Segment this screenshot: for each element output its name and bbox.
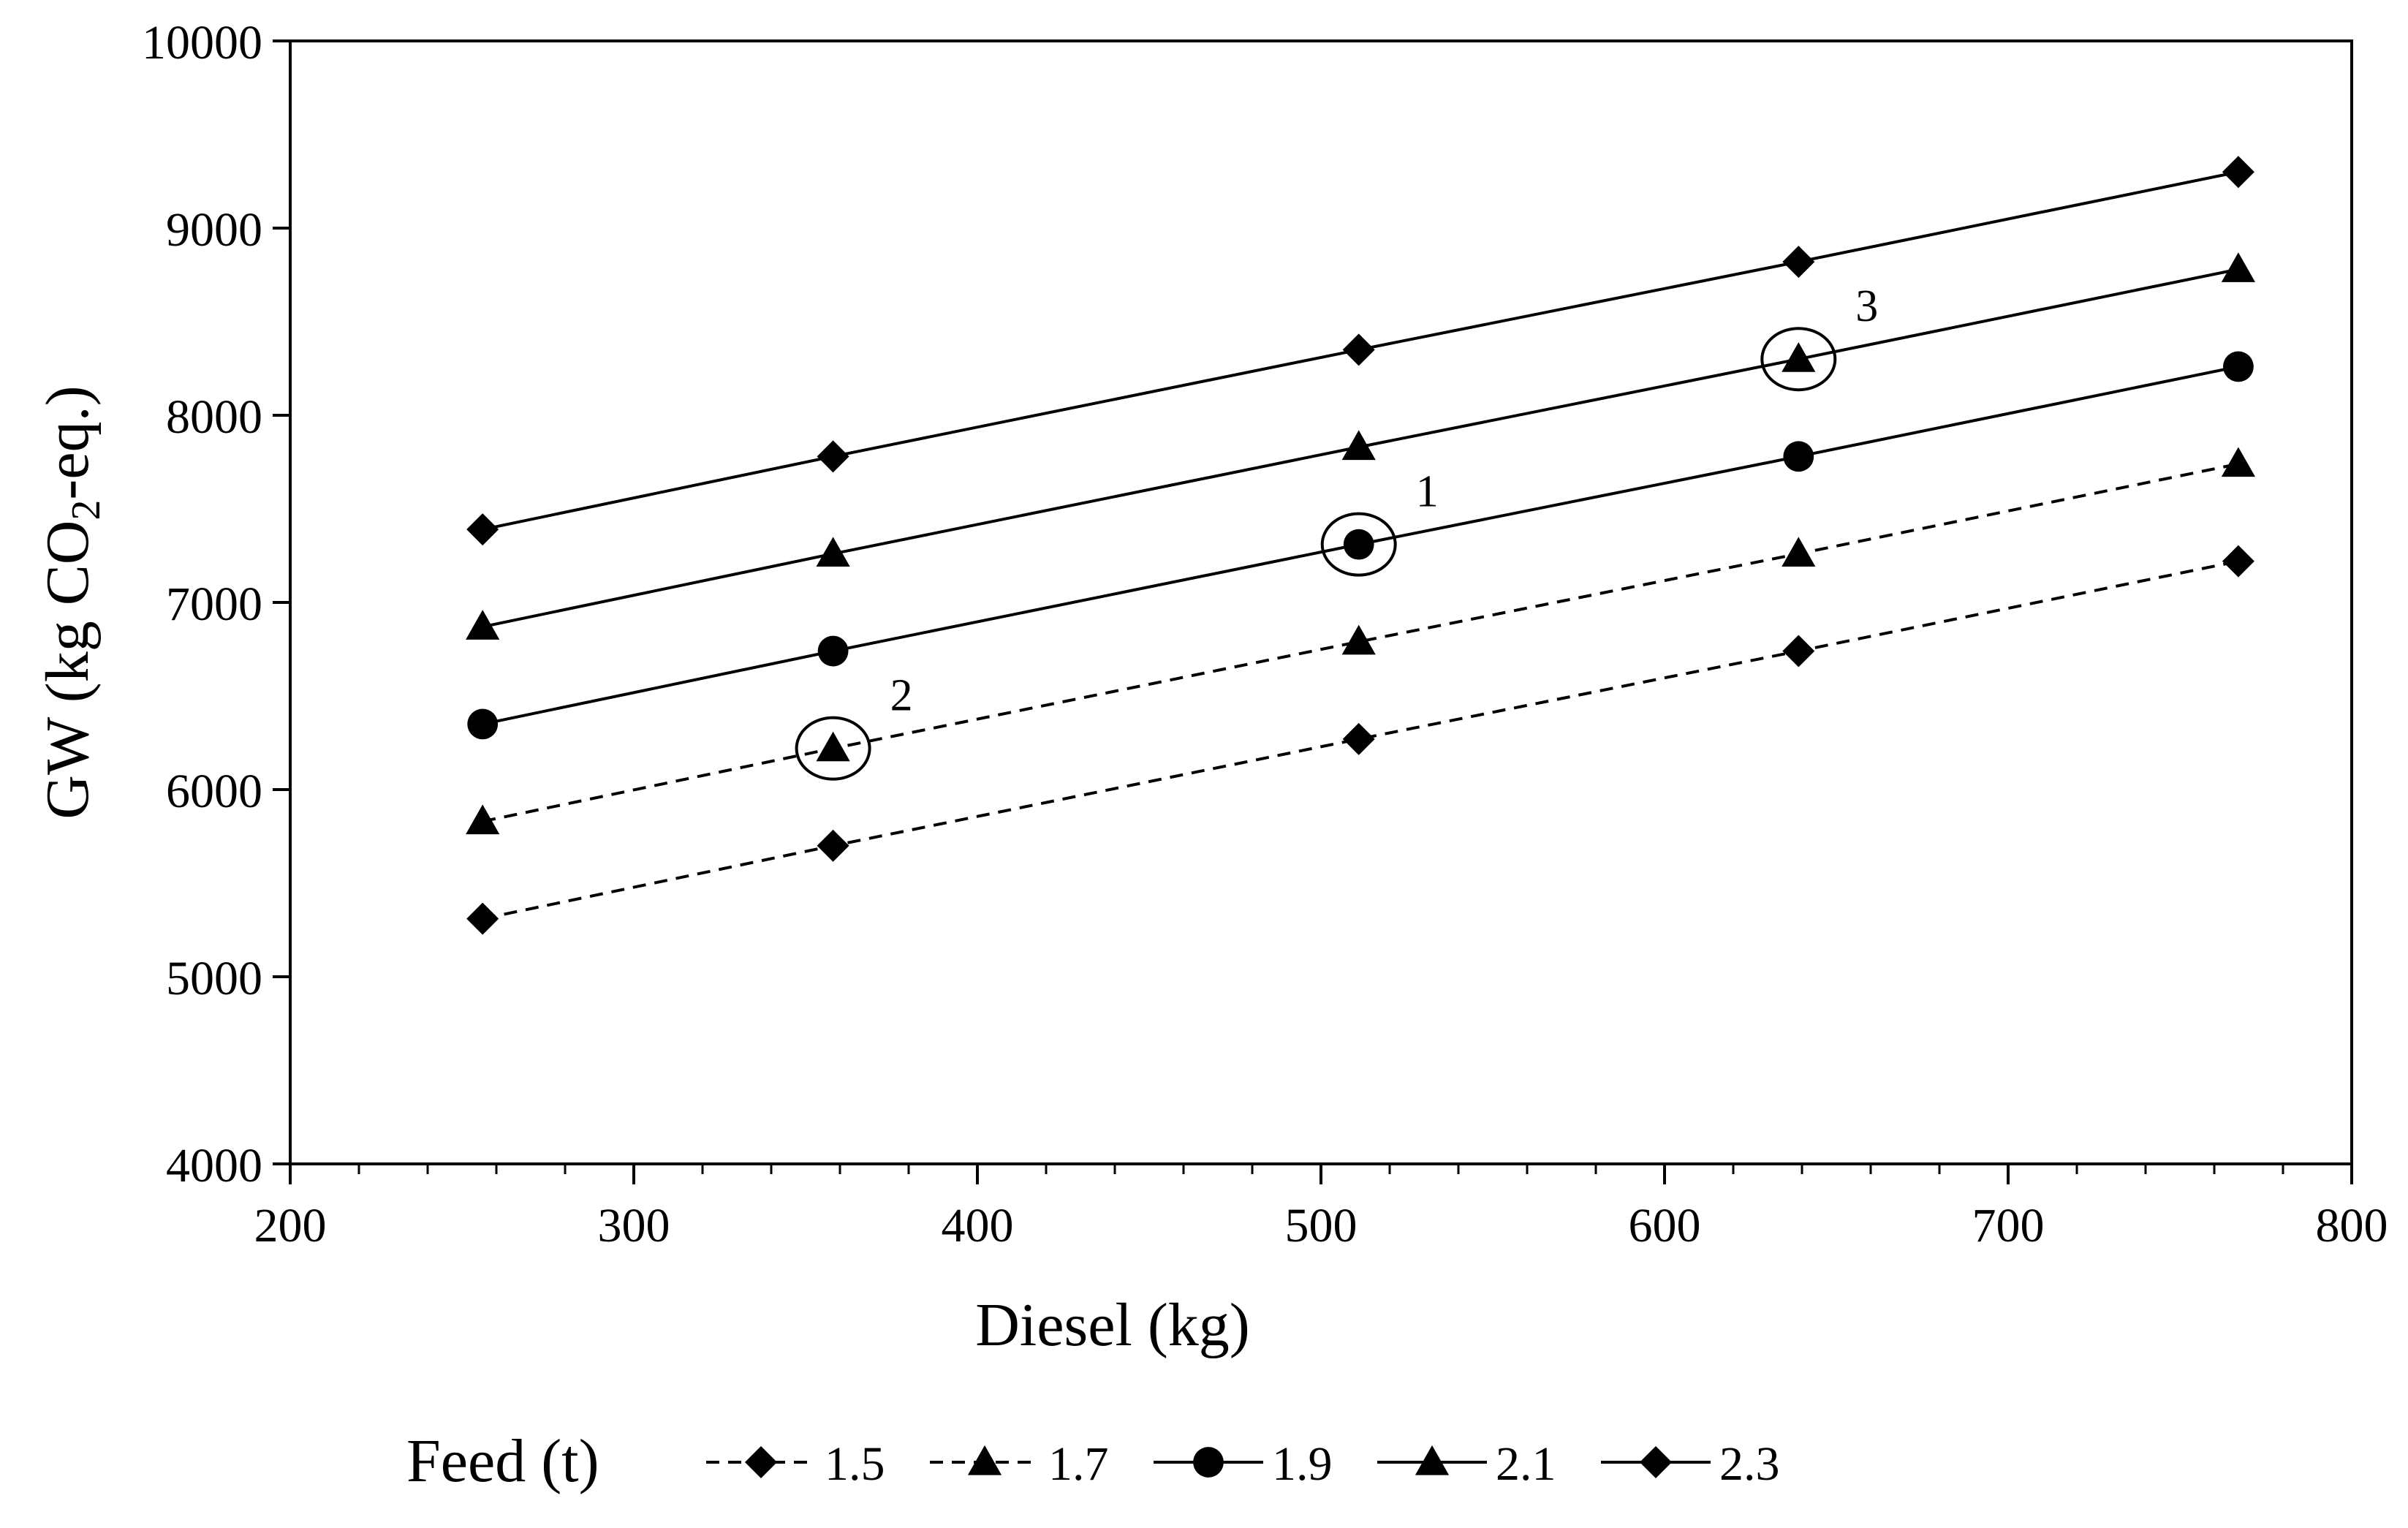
legend-item-1.9: 1.9 (1154, 1437, 1333, 1491)
legend-label: 1.5 (825, 1437, 885, 1491)
data-point (817, 635, 849, 667)
legend-label: 2.1 (1496, 1437, 1556, 1491)
data-point (1342, 333, 1375, 366)
data-point (1782, 342, 1816, 372)
series-layer (466, 156, 2255, 935)
series-1.7 (466, 447, 2255, 835)
x-tick-label: 300 (598, 1199, 670, 1252)
data-point (1782, 537, 1816, 567)
data-point (2221, 252, 2255, 282)
series-line (482, 462, 2239, 823)
y-tick-label: 8000 (166, 390, 262, 444)
data-point (466, 513, 499, 546)
legend-item-2.3: 2.3 (1601, 1437, 1780, 1491)
series-2.1 (466, 252, 2255, 640)
x-tick-label: 200 (254, 1199, 327, 1252)
annotation-label: 3 (1855, 281, 1878, 331)
legend-item-2.1: 2.1 (1377, 1437, 1556, 1491)
series-line (482, 559, 2239, 920)
x-tick-label: 700 (1972, 1199, 2045, 1252)
legend-label: 1.7 (1048, 1437, 1109, 1491)
data-point (2222, 156, 2254, 189)
y-tick-label: 4000 (166, 1139, 262, 1192)
annotation-label: 1 (1416, 467, 1439, 517)
series-1.5 (466, 545, 2254, 935)
data-point (2221, 447, 2255, 477)
annotation-circle (1760, 327, 1837, 392)
data-point (467, 708, 499, 740)
legend-label: 1.9 (1272, 1437, 1333, 1491)
annotation-label: 2 (890, 671, 913, 721)
x-tick-label: 600 (1629, 1199, 1701, 1252)
major-ticks (273, 39, 2353, 1184)
data-point (817, 829, 849, 862)
x-tick-label: 400 (942, 1199, 1014, 1252)
data-point (1342, 722, 1375, 755)
x-tick-label: 800 (2316, 1199, 2388, 1252)
data-point (1343, 529, 1374, 560)
data-point (466, 804, 500, 835)
legend-marker (745, 1446, 777, 1478)
legend-item-1.7: 1.7 (930, 1437, 1109, 1491)
data-point (1782, 246, 1815, 279)
plot-area (289, 39, 2353, 1165)
data-point (1341, 430, 1376, 461)
legend-item-1.5: 1.5 (706, 1437, 885, 1491)
x-axis-label: Diesel (kg) (975, 1291, 1250, 1359)
legend-marker (1415, 1445, 1450, 1475)
data-point (816, 731, 850, 762)
data-point (817, 440, 849, 473)
legend-title: Feed (t) (406, 1427, 599, 1495)
data-point (816, 537, 850, 567)
y-axis-label: GW (kg CO2-eq.) (34, 385, 109, 819)
data-point (1341, 624, 1376, 655)
legend: Feed (t) 1.5 1.7 1.9 2.1 2.3 (406, 1427, 1780, 1495)
legend-label: 2.3 (1719, 1437, 1780, 1491)
series-2.3 (466, 156, 2254, 546)
y-tick-label: 7000 (166, 578, 262, 631)
data-point (2222, 545, 2254, 578)
annotation-circle (795, 716, 871, 781)
annotation-circle (1320, 512, 1397, 577)
tick-labels: 200 300 400 500 600 700 800 4000 5000 6000 7000 800… (142, 16, 2388, 1252)
y-tick-label: 5000 (166, 952, 262, 1005)
data-point (1783, 441, 1814, 472)
data-point (1782, 635, 1815, 667)
y-tick-label: 6000 (166, 765, 262, 818)
legend-marker (967, 1445, 1002, 1475)
x-tick-label: 500 (1285, 1199, 1358, 1252)
annotation-layer: 1 2 3 (795, 281, 1878, 781)
series-1.9 (467, 351, 2254, 740)
y-axis-label-tail: -eq.) (34, 385, 102, 499)
legend-marker (1640, 1446, 1672, 1478)
y-tick-label: 10000 (142, 16, 262, 69)
y-axis-label-subscript: 2 (64, 500, 109, 521)
y-axis-label-main: GW (kg CO (34, 521, 102, 820)
data-point (2223, 351, 2254, 382)
data-point (466, 610, 500, 640)
legend-marker (1193, 1447, 1224, 1478)
data-point (466, 902, 499, 935)
y-tick-label: 9000 (166, 203, 262, 257)
